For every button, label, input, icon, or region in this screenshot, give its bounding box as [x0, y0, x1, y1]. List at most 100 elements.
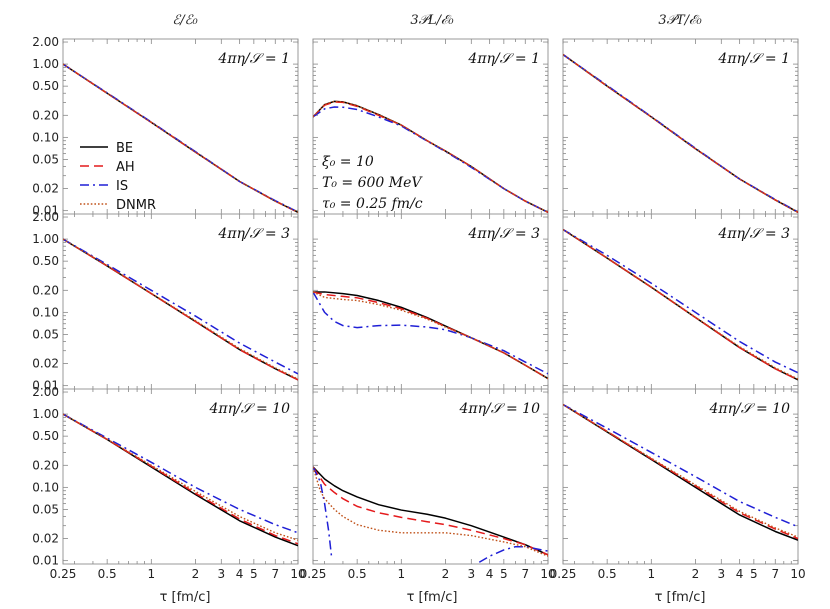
x-tick-label: 5 [250, 567, 258, 581]
y-tick-label: 0.20 [32, 108, 59, 122]
panel-r1-c0: 2.00 1.00 0.50 0.20 0.10 0.05 0.02 0.01 4πη/𝒮 = … [32, 210, 299, 393]
initial-conditions: ξ₀ = 10 T₀ = 600 MeV τ₀ = 0.25 fm/c [322, 154, 423, 212]
x-tick-label: 0.25 [300, 567, 327, 581]
x-tick-label: 7 [771, 567, 779, 581]
x-tick-label: 3 [217, 567, 225, 581]
y-tick-label: 0.05 [32, 152, 59, 166]
y-tick-label: 1.00 [32, 57, 59, 71]
series-line-be [563, 53, 798, 213]
viscosity-label: 4πη/𝒮 = 1 [467, 51, 540, 67]
series-line-be [563, 228, 798, 381]
series-line-be [313, 466, 548, 556]
y-tick-label: 0.10 [32, 480, 59, 494]
y-tick-label: 0.50 [32, 254, 59, 268]
legend-label-be: BE [116, 141, 133, 156]
x-tick-label: 10 [290, 567, 305, 581]
x-tick-label: 4 [236, 567, 244, 581]
series-line-dnmr [63, 413, 298, 541]
x-tick-label: 3 [717, 567, 725, 581]
x-tick-label: 0.25 [550, 567, 577, 581]
legend: BE AH IS DNMR [80, 141, 156, 213]
y-tick-label: 0.50 [32, 429, 59, 443]
y-tick-label: 0.02 [32, 357, 59, 371]
x-tick-label: 7 [271, 567, 279, 581]
y-tick-label: 0.05 [32, 327, 59, 341]
x-tick-label: 5 [750, 567, 758, 581]
y-tick-label: 2.00 [32, 385, 59, 399]
viscosity-label: 4πη/𝒮 = 1 [717, 51, 790, 67]
y-tick-label: 0.01 [32, 204, 59, 218]
y-tick-label: 2.00 [32, 35, 59, 49]
series-line-dnmr [313, 291, 548, 380]
initial-condition-1: T₀ = 600 MeV [322, 175, 423, 191]
x-tick-label: 0.5 [348, 567, 367, 581]
viscosity-label: 4πη/𝒮 = 3 [217, 226, 290, 242]
x-tick-label: 2 [692, 567, 700, 581]
column-title-0: ℰ/ℰ₀ [172, 13, 198, 28]
y-tick-label: 0.10 [32, 305, 59, 319]
legend-label-is: IS [116, 179, 128, 194]
panel-r1-c2: 4πη/𝒮 = 3 [562, 213, 799, 390]
y-tick-label: 0.20 [32, 458, 59, 472]
x-tick-label: 2 [442, 567, 450, 581]
series-line-dnmr [313, 466, 548, 557]
viscosity-label: 4πη/𝒮 = 10 [209, 401, 291, 417]
series-line-dnmr [563, 228, 798, 380]
panel-r2-c1: 0.25 0.5 1 2 3 4 5 7 10 4πη/𝒮 = 10 [300, 388, 556, 581]
panel-r2-c0: 2.00 1.00 0.50 0.20 0.10 0.05 0.02 0.010.25 0.5 1… [32, 385, 305, 581]
legend-label-dnmr: DNMR [116, 198, 156, 213]
series-line-dnmr [313, 100, 548, 213]
series-line-is [63, 63, 298, 213]
viscosity-label: 4πη/𝒮 = 1 [217, 51, 290, 67]
series-line-ah [313, 466, 548, 556]
y-tick-label: 0.10 [32, 130, 59, 144]
series-line-is [563, 53, 798, 213]
x-tick-label: 4 [486, 567, 494, 581]
series-line-be [563, 403, 798, 541]
panel-frame [562, 388, 799, 565]
y-tick-label: 0.02 [32, 532, 59, 546]
x-tick-label: 4 [736, 567, 744, 581]
x-tick-label: 0.5 [598, 567, 617, 581]
viscosity-label: 4πη/𝒮 = 3 [467, 226, 540, 242]
x-axis-label: τ [fm/c] [655, 590, 706, 605]
panel-r1-c1: 4πη/𝒮 = 3 [312, 213, 549, 390]
series-line-is [313, 106, 548, 213]
x-axis-label: τ [fm/c] [407, 590, 458, 605]
x-tick-label: 7 [521, 567, 529, 581]
initial-condition-0: ξ₀ = 10 [322, 154, 374, 170]
x-tick-label: 1 [647, 567, 655, 581]
series-line-is [63, 238, 298, 375]
panel-r0-c2: 4πη/𝒮 = 1 [562, 38, 799, 215]
y-tick-label: 1.00 [32, 232, 59, 246]
series-line-is [313, 466, 333, 558]
y-tick-label: 1.00 [32, 407, 59, 421]
series-line-is [563, 228, 798, 374]
panel-r0-c1: 4πη/𝒮 = 1 [312, 38, 549, 215]
viscosity-label: 4πη/𝒮 = 3 [717, 226, 790, 242]
series-line-be [313, 291, 548, 380]
series-line-is [478, 545, 548, 563]
x-tick-label: 10 [540, 567, 555, 581]
series-line-ah [313, 291, 548, 380]
series-line-dnmr [563, 403, 798, 538]
column-title-2: 3𝒫T/ℰ₀ [658, 13, 702, 28]
y-tick-label: 0.50 [32, 79, 59, 93]
y-tick-label: 0.05 [32, 502, 59, 516]
initial-condition-2: τ₀ = 0.25 fm/c [322, 196, 423, 212]
x-tick-label: 1 [397, 567, 405, 581]
x-tick-label: 5 [500, 567, 508, 581]
x-axis-label: τ [fm/c] [160, 590, 211, 605]
viscosity-label: 4πη/𝒮 = 10 [459, 401, 541, 417]
panel-frame [312, 388, 549, 565]
y-tick-label: 0.01 [32, 554, 59, 568]
panel-r2-c2: 0.25 0.5 1 2 3 4 5 7 10 4πη/𝒮 = 10 [550, 388, 806, 581]
panel-frame [62, 388, 299, 565]
viscosity-label: 4πη/𝒮 = 10 [709, 401, 791, 417]
y-tick-label: 2.00 [32, 210, 59, 224]
series-line-dnmr [563, 53, 798, 213]
y-tick-label: 0.20 [32, 283, 59, 297]
x-tick-label: 3 [467, 567, 475, 581]
series-line-is [63, 413, 298, 534]
